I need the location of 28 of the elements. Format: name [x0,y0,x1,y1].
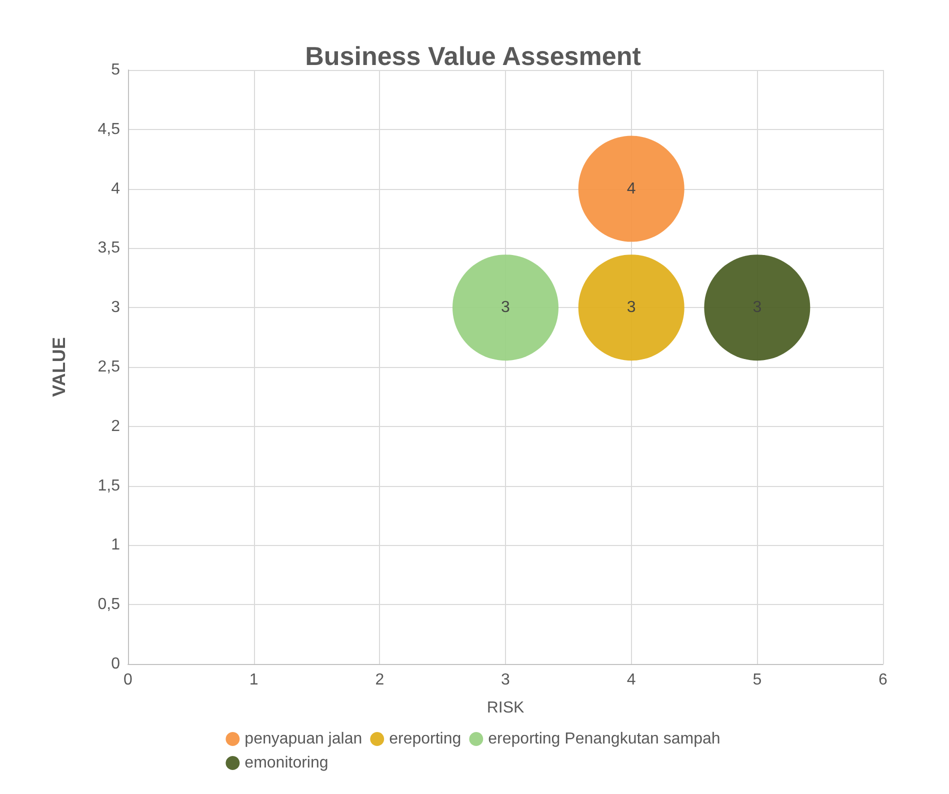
y-tick-label: 0,5 [98,596,120,614]
x-tick-label: 1 [249,672,258,688]
y-tick-label: 3 [111,299,120,316]
x-axis-title: RISK [486,700,524,716]
y-tick-label: 0 [111,656,120,672]
data-label: 3 [626,299,636,316]
chart-title: Business Value Assesment [305,41,642,71]
legend-label: ereporting [389,730,462,748]
legend-label: penyapuan jalan [244,730,362,748]
x-tick-label: 5 [752,672,762,688]
x-tick-label: 2 [375,672,384,688]
y-tick-label: 4,5 [98,120,120,138]
legend-label: emonitoring [244,754,328,772]
data-label: 3 [501,299,510,316]
x-tick-label: 6 [878,672,888,688]
x-tick-label: 3 [501,672,510,688]
y-tick-label: 2,5 [98,358,120,376]
x-tick-label: 0 [124,672,133,688]
y-tick-label: 5 [111,62,120,78]
y-tick-label: 3,5 [98,240,120,257]
y-tick-label: 4 [111,180,120,198]
x-tick-label: 4 [626,672,636,688]
y-axis-title: VALUE [49,337,69,397]
legend-label: ereporting Penangkutan sampah [488,730,720,748]
data-label: 4 [626,180,636,198]
y-tick-label: 1 [111,536,120,554]
y-tick-label: 1,5 [98,477,120,494]
y-tick-label: 2 [111,418,120,435]
